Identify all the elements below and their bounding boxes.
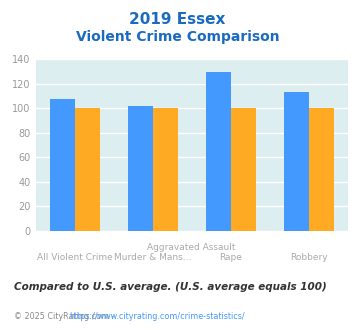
Text: All Violent Crime: All Violent Crime xyxy=(37,253,113,262)
Text: 2019 Essex: 2019 Essex xyxy=(129,12,226,26)
Bar xyxy=(128,106,153,231)
Text: Aggravated Assault: Aggravated Assault xyxy=(147,243,236,252)
Text: https://www.cityrating.com/crime-statistics/: https://www.cityrating.com/crime-statist… xyxy=(69,312,245,321)
Bar xyxy=(153,109,178,231)
Text: © 2025 CityRating.com -: © 2025 CityRating.com - xyxy=(14,312,117,321)
Bar xyxy=(50,99,75,231)
Text: Compared to U.S. average. (U.S. average equals 100): Compared to U.S. average. (U.S. average … xyxy=(14,282,327,292)
Text: Rape: Rape xyxy=(219,253,242,262)
Text: Murder & Mans...: Murder & Mans... xyxy=(114,253,191,262)
Bar xyxy=(309,109,334,231)
Legend: Essex, Illinois, National: Essex, Illinois, National xyxy=(59,326,324,330)
Bar xyxy=(231,109,256,231)
Text: Violent Crime Comparison: Violent Crime Comparison xyxy=(76,30,279,44)
Bar xyxy=(206,72,231,231)
Text: Robbery: Robbery xyxy=(290,253,328,262)
Bar xyxy=(75,109,100,231)
Bar xyxy=(284,92,309,231)
